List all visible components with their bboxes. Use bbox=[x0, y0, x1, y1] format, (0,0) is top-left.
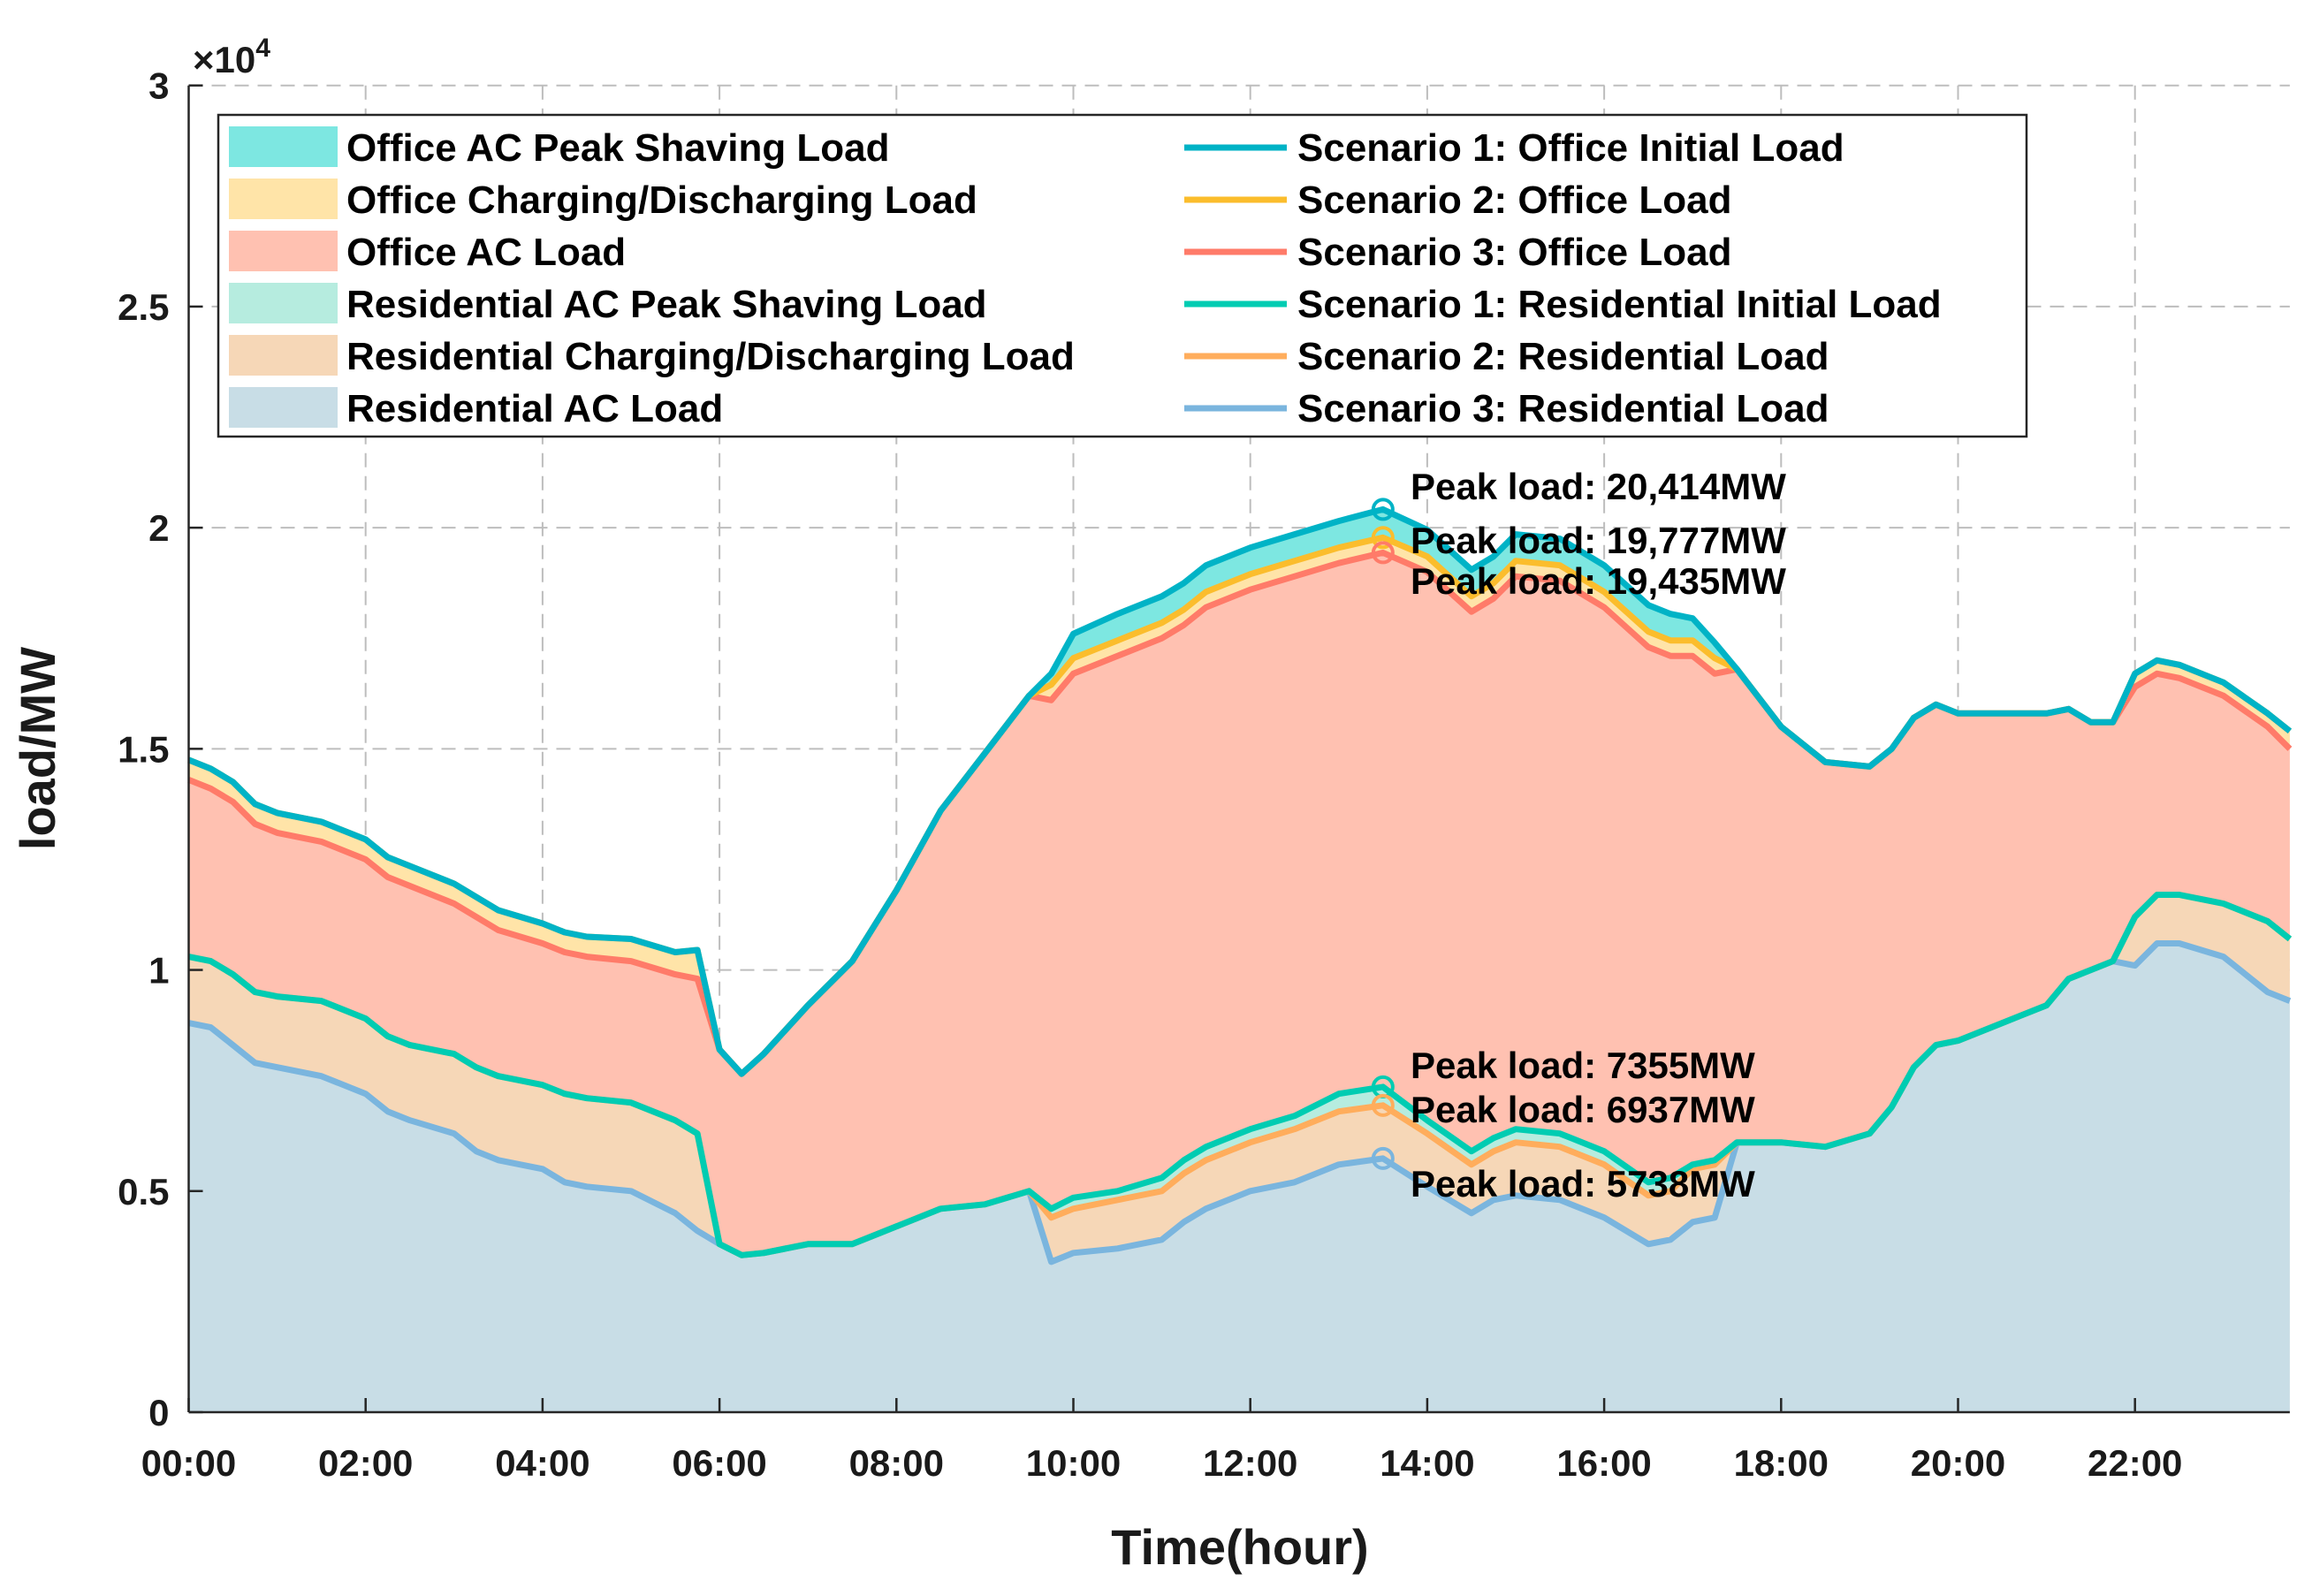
legend-label: Office AC Peak Shaving Load bbox=[346, 126, 890, 170]
y-tick-label: 2 bbox=[148, 507, 169, 549]
x-tick-label: 22:00 bbox=[2088, 1442, 2182, 1484]
legend-label: Scenario 1: Office Initial Load bbox=[1297, 126, 1844, 170]
area-residential-charging-discharging-load bbox=[188, 894, 2290, 1262]
legend-swatch bbox=[229, 231, 338, 271]
peak-marker bbox=[1371, 498, 1395, 521]
y-tick-label: 0 bbox=[148, 1392, 169, 1433]
y-tick-label: 1 bbox=[148, 950, 169, 992]
series-lines bbox=[187, 505, 2293, 1265]
x-tick-label: 04:00 bbox=[495, 1442, 589, 1484]
peak-marker bbox=[1371, 1146, 1395, 1170]
legend-box bbox=[217, 113, 2028, 438]
x-tick-label: 16:00 bbox=[1556, 1442, 1651, 1484]
x-tick-label: 12:00 bbox=[1203, 1442, 1297, 1484]
legend-label: Scenario 1: Residential Initial Load bbox=[1297, 283, 1942, 326]
line-scenario-1-office-initial-load bbox=[187, 505, 2293, 1077]
peak-marker bbox=[1371, 526, 1395, 550]
legend-label: Scenario 2: Residential Load bbox=[1297, 335, 1829, 378]
legend-label: Office Charging/Discharging Load bbox=[346, 179, 977, 222]
peak-label: Peak load: 19,777MW bbox=[1411, 520, 1786, 561]
line-scenario-1-residential-initial-load bbox=[187, 892, 2293, 1258]
peak-marker bbox=[1371, 1093, 1395, 1117]
legend-label: Residential Charging/Discharging Load bbox=[346, 335, 1075, 378]
legend: Office AC Peak Shaving Load Office Chargi… bbox=[217, 113, 2028, 438]
peak-label: Peak load: 6937MW bbox=[1411, 1089, 1755, 1130]
peak-label: Peak load: 5738MW bbox=[1411, 1163, 1755, 1205]
x-tick-label: 08:00 bbox=[849, 1442, 944, 1484]
stacked-areas bbox=[188, 509, 2290, 1412]
peak-label: Peak load: 20,414MW bbox=[1411, 466, 1786, 507]
legend-label: Scenario 2: Office Load bbox=[1297, 179, 1731, 222]
legend-label: Residential AC Peak Shaving Load bbox=[346, 283, 987, 326]
y-tick-label: 0.5 bbox=[118, 1171, 169, 1212]
y-tick-label: 3 bbox=[148, 65, 169, 107]
legend-label: Office AC Load bbox=[346, 231, 626, 274]
legend-swatch bbox=[229, 283, 338, 323]
y-axis-label: load/MW bbox=[10, 647, 65, 850]
x-tick-label: 06:00 bbox=[672, 1442, 766, 1484]
legend-swatch bbox=[229, 335, 338, 376]
area-office-ac-load bbox=[188, 552, 2290, 1256]
legend-swatch bbox=[229, 179, 338, 219]
legend-swatch bbox=[229, 387, 338, 428]
legend-swatch bbox=[229, 126, 338, 167]
x-tick-label: 02:00 bbox=[318, 1442, 413, 1484]
legend-label: Scenario 3: Residential Load bbox=[1297, 387, 1829, 430]
axes: 00:00 02:00 04:00 06:00 08:00 10:00 12:00 14:00… bbox=[118, 65, 2290, 1484]
y-multiplier: ×104 bbox=[193, 34, 270, 80]
x-tick-label: 20:00 bbox=[1911, 1442, 2005, 1484]
y-tick-label: 1.5 bbox=[118, 728, 169, 770]
peak-label: Peak load: 19,435MW bbox=[1411, 560, 1786, 602]
peak-marker bbox=[1371, 541, 1395, 565]
x-tick-label: 14:00 bbox=[1380, 1442, 1474, 1484]
legend-label: Residential AC Load bbox=[346, 387, 723, 430]
y-tick-label: 2.5 bbox=[118, 286, 169, 328]
x-tick-label: 10:00 bbox=[1026, 1442, 1121, 1484]
peak-label: Peak load: 7355MW bbox=[1411, 1045, 1755, 1086]
x-tick-label: 00:00 bbox=[141, 1442, 236, 1484]
legend-label: Scenario 3: Office Load bbox=[1297, 231, 1731, 274]
x-tick-label: 18:00 bbox=[1734, 1442, 1829, 1484]
area-residential-ac-load bbox=[188, 943, 2290, 1412]
x-axis-label: Time(hour) bbox=[1111, 1519, 1368, 1575]
